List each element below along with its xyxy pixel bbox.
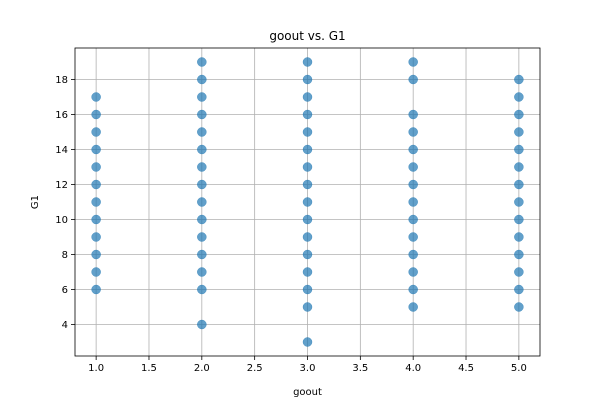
data-point [197,162,207,172]
y-tick-label: 4 [62,320,68,331]
data-point [514,302,524,312]
data-point [514,267,524,277]
data-point [302,197,313,207]
data-point [408,197,418,207]
data-point [408,144,418,155]
data-point [197,267,207,277]
x-tick-label: 1.5 [141,363,157,374]
data-point [408,179,418,190]
data-point [302,249,313,260]
x-axis-label: goout [293,387,322,398]
data-point [514,249,524,260]
data-point [91,179,101,190]
data-point [514,162,524,172]
data-point [514,127,524,137]
data-point [302,109,313,120]
data-point [197,232,207,242]
data-point [408,74,418,85]
data-point [197,214,207,225]
data-point [91,214,101,225]
data-point [408,162,418,172]
data-point [91,197,101,207]
data-point [197,179,207,190]
data-point [197,144,207,155]
data-point [91,267,101,277]
data-point [302,214,313,225]
x-tick-label: 3.5 [352,363,368,374]
x-tick-label: 1.0 [88,363,104,374]
data-point [91,144,101,155]
data-point [514,232,524,242]
data-point [197,74,207,85]
data-point [408,284,418,295]
data-point [91,162,101,172]
data-point [302,302,313,312]
x-tick-label: 3.0 [300,363,316,374]
data-point [302,144,313,155]
data-point [408,109,418,120]
data-point [408,267,418,277]
data-point [91,284,101,295]
data-point [408,127,418,137]
data-point [302,162,313,172]
data-points [91,57,524,347]
data-point [514,214,524,225]
data-point [408,249,418,260]
y-tick-label: 14 [55,145,68,156]
data-point [197,197,207,207]
data-point [197,92,207,102]
data-point [197,319,207,330]
data-point [197,57,207,67]
data-point [91,127,101,137]
data-point [514,197,524,207]
data-point [91,92,101,102]
data-point [302,127,313,137]
data-point [514,179,524,190]
data-point [302,92,313,102]
data-point [514,109,524,120]
axis-ticks: 1.0 1.5 2.0 2.5 3.0 3.5 4.0 4.5 5.0 4 6 8 10 12 14 16 18 [55,75,527,374]
y-tick-label: 10 [55,215,68,226]
data-point [302,267,313,277]
data-point [514,92,524,102]
data-point [408,302,418,312]
y-axis-label: G1 [30,195,41,209]
data-point [514,284,524,295]
data-point [197,249,207,260]
x-tick-label: 2.0 [194,363,210,374]
x-tick-label: 4.5 [458,363,474,374]
data-point [197,284,207,295]
data-point [514,74,524,85]
y-tick-label: 6 [62,285,68,296]
y-tick-label: 16 [55,110,68,121]
x-tick-label: 2.5 [247,363,263,374]
data-point [91,232,101,242]
y-tick-label: 8 [62,250,68,261]
data-point [91,109,101,120]
data-point [302,232,313,242]
chart-title: goout vs. G1 [269,29,345,43]
y-tick-label: 18 [55,75,68,86]
data-point [302,74,313,85]
data-point [302,179,313,190]
data-point [91,249,101,260]
data-point [302,337,313,347]
data-point [197,109,207,120]
data-point [302,57,313,67]
data-point [302,284,313,295]
data-point [408,232,418,242]
x-tick-label: 5.0 [511,363,527,374]
y-tick-label: 12 [55,180,68,191]
x-tick-label: 4.0 [405,363,421,374]
data-point [408,57,418,67]
data-point [514,144,524,155]
data-point [408,214,418,225]
data-point [197,127,207,137]
